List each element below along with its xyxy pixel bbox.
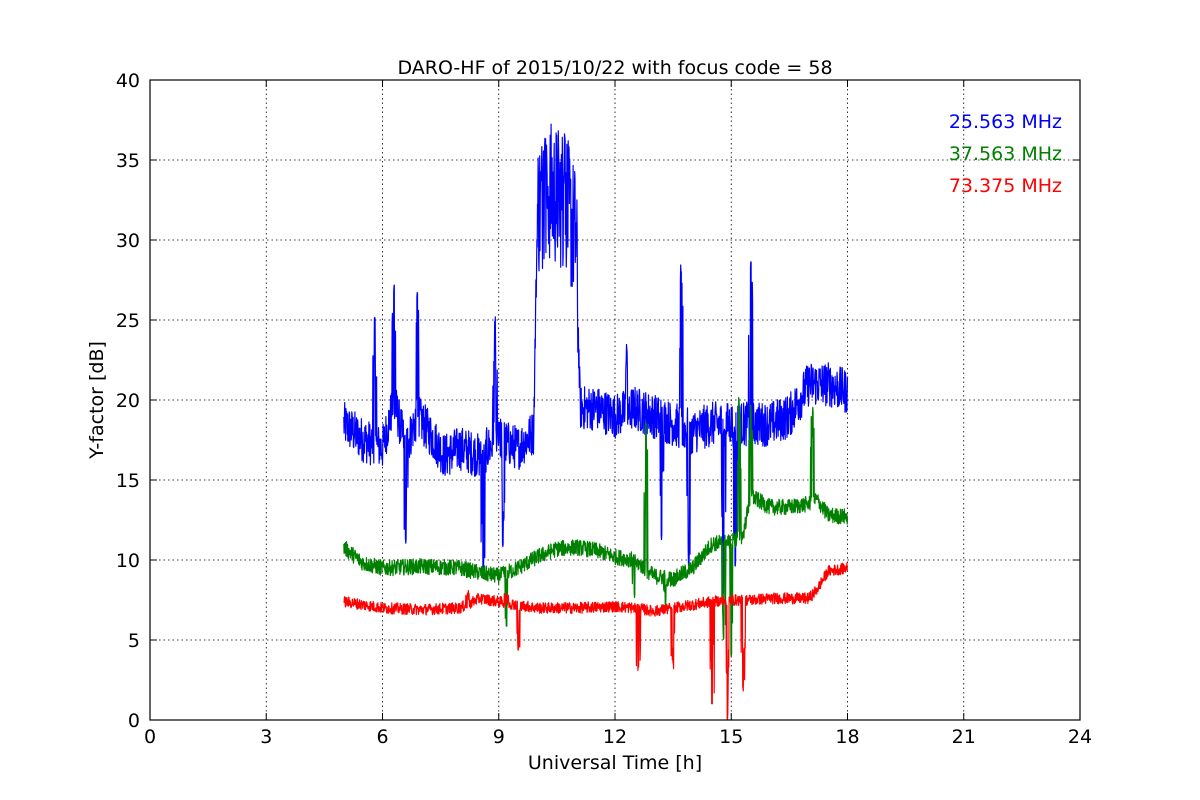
x-tick-label: 3 (260, 726, 272, 748)
ticks: 0 3 6 9 12 15 18 21 24 0 5 10 15 20 25 30 35 40 (116, 70, 1092, 748)
legend-entry: 73.375 MHz (949, 175, 1062, 197)
x-tick-label: 12 (603, 726, 627, 748)
legend: 25.563 MHz 37.563 MHz 73.375 MHz (949, 111, 1062, 197)
y-axis-label: Y-factor [dB] (86, 341, 108, 460)
y-tick-label: 30 (116, 230, 140, 252)
series-2 (343, 397, 849, 658)
series-layer (343, 123, 849, 720)
x-tick-label: 24 (1068, 726, 1092, 748)
x-tick-label: 18 (835, 726, 859, 748)
series-3 (343, 562, 849, 720)
x-tick-label: 6 (376, 726, 388, 748)
series-line (343, 397, 849, 658)
y-tick-label: 35 (116, 150, 140, 172)
series-1 (343, 123, 849, 595)
x-axis-label: Universal Time [h] (528, 752, 702, 774)
x-tick-label: 15 (719, 726, 743, 748)
legend-entry: 25.563 MHz (949, 111, 1062, 133)
y-tick-label: 10 (116, 550, 140, 572)
x-tick-label: 21 (952, 726, 976, 748)
y-tick-label: 40 (116, 70, 140, 92)
x-tick-label: 0 (144, 726, 156, 748)
y-tick-label: 20 (116, 390, 140, 412)
chart-title: DARO-HF of 2015/10/22 with focus code = … (397, 57, 832, 79)
y-tick-label: 5 (128, 630, 140, 652)
series-line (343, 562, 849, 720)
y-tick-label: 0 (128, 710, 140, 732)
x-tick-label: 9 (493, 726, 505, 748)
y-tick-label: 25 (116, 310, 140, 332)
legend-entry: 37.563 MHz (949, 143, 1062, 165)
y-tick-label: 15 (116, 470, 140, 492)
series-line (343, 123, 849, 595)
